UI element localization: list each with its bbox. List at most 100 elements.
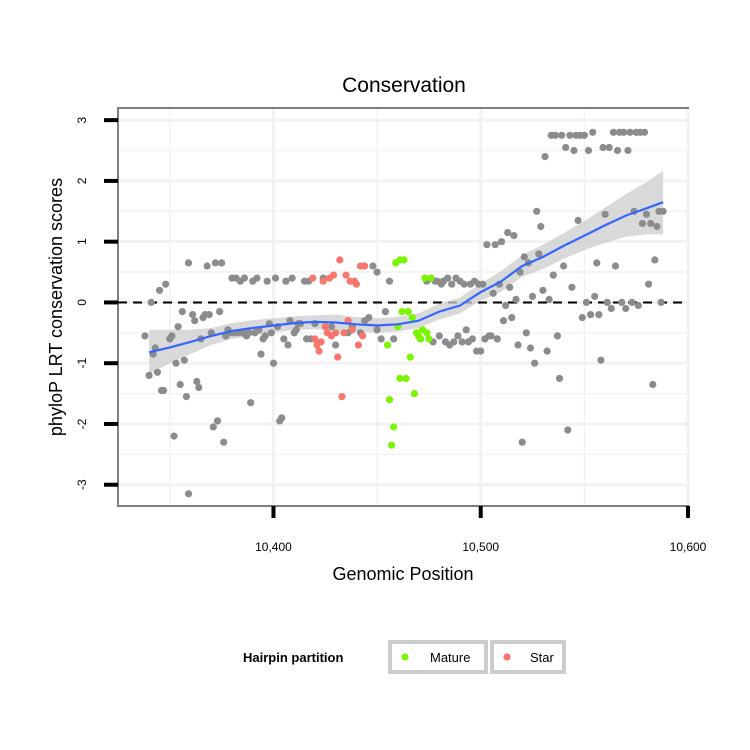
point-star	[348, 326, 356, 334]
point-other	[253, 274, 261, 282]
point-other	[502, 301, 510, 310]
point-other	[647, 219, 655, 228]
point-mature	[400, 256, 408, 264]
point-other	[520, 253, 528, 261]
point-other	[518, 438, 526, 446]
point-other	[560, 262, 568, 270]
point-mature	[404, 308, 412, 316]
point-star	[330, 271, 338, 279]
point-other	[141, 332, 149, 340]
point-other	[203, 262, 211, 270]
point-other	[462, 326, 470, 334]
point-other	[618, 298, 626, 306]
point-other	[280, 335, 288, 343]
point-other	[373, 326, 381, 334]
y-axis-title: phyloP LRT conservation scores	[46, 178, 66, 436]
point-other	[247, 399, 255, 407]
point-other	[609, 128, 618, 136]
y-tick-label: -1	[75, 358, 89, 369]
point-other	[504, 229, 512, 237]
point-other	[444, 274, 452, 282]
point-other	[448, 280, 456, 288]
point-mature	[388, 441, 396, 449]
point-other	[589, 128, 597, 136]
point-other	[551, 131, 559, 139]
point-other	[591, 292, 599, 300]
point-other	[257, 350, 265, 358]
point-mature	[406, 353, 414, 361]
chart-title: Conservation	[342, 74, 466, 97]
point-other	[491, 241, 499, 249]
point-other	[564, 426, 572, 434]
point-other	[284, 341, 292, 349]
point-mature	[398, 308, 406, 316]
point-other	[620, 128, 628, 136]
point-other	[651, 256, 659, 264]
point-other	[153, 368, 161, 376]
point-mature	[427, 274, 435, 282]
point-other	[373, 268, 381, 276]
legend-label-star: Star	[530, 650, 555, 665]
point-other	[601, 210, 609, 218]
point-other	[613, 146, 622, 155]
point-other	[278, 414, 286, 422]
point-other	[605, 143, 613, 152]
point-other	[211, 259, 219, 267]
point-other	[193, 377, 201, 385]
point-other	[483, 241, 491, 249]
point-star	[317, 338, 325, 346]
point-other	[218, 259, 226, 267]
point-star	[352, 280, 360, 288]
point-other	[282, 277, 290, 285]
point-other	[640, 128, 649, 136]
point-other	[365, 314, 373, 322]
point-other	[566, 131, 574, 139]
point-other	[170, 432, 178, 440]
x-tick-label: 10,600	[670, 540, 707, 554]
point-other	[539, 286, 547, 294]
point-other	[593, 259, 601, 267]
point-mature	[421, 274, 429, 282]
point-other	[261, 332, 269, 340]
point-other	[271, 274, 280, 282]
point-other	[155, 286, 164, 294]
point-other	[634, 301, 642, 310]
point-other	[178, 308, 186, 316]
point-other	[582, 298, 591, 306]
legend-key-mature	[401, 653, 409, 661]
point-star	[332, 329, 340, 337]
point-mature	[423, 329, 431, 337]
point-other	[176, 380, 184, 389]
data-points	[141, 128, 667, 498]
point-other	[390, 335, 398, 343]
y-tick-label: 3	[75, 117, 89, 124]
point-star	[309, 274, 317, 282]
point-other	[603, 298, 611, 306]
point-other	[611, 262, 620, 270]
point-star	[342, 271, 350, 279]
point-mature	[396, 374, 404, 382]
point-other	[553, 332, 562, 340]
point-other	[182, 393, 190, 401]
point-other	[240, 274, 248, 282]
point-other	[468, 335, 476, 343]
point-other	[454, 332, 462, 340]
point-star	[361, 262, 369, 270]
y-axis: 3 2 1 0 -1 -2 -3	[75, 117, 118, 490]
point-mature	[408, 314, 416, 322]
point-other	[489, 289, 497, 297]
x-axis: 10,400 10,500 10,600	[255, 506, 707, 554]
point-other	[599, 143, 607, 152]
smooth-line-group	[148, 201, 664, 354]
point-mature	[385, 396, 394, 404]
point-other	[145, 371, 153, 379]
point-other	[508, 314, 516, 322]
legend: Hairpin partition Mature Star	[243, 640, 566, 674]
point-other	[195, 383, 203, 392]
point-star	[359, 332, 367, 340]
point-other	[649, 380, 657, 389]
point-other	[168, 332, 176, 340]
point-other	[497, 238, 506, 246]
smooth-line	[148, 201, 664, 354]
